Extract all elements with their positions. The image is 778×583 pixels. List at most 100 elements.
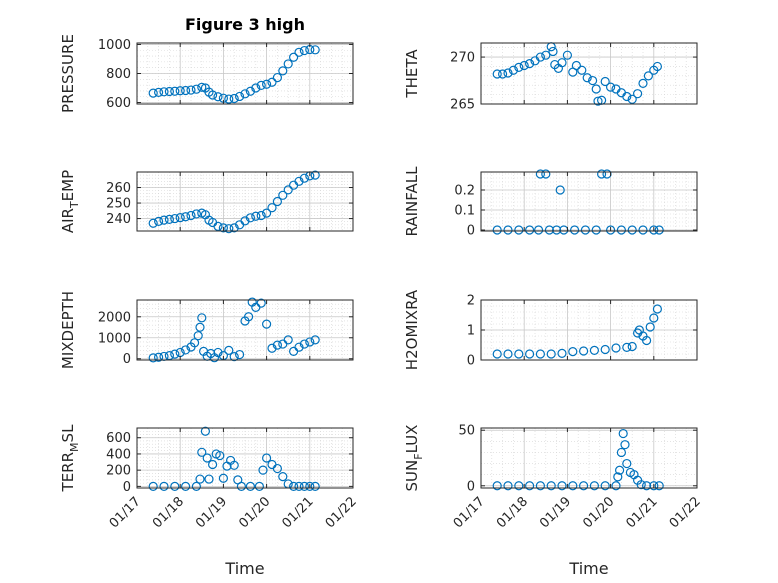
data-point	[148, 88, 158, 98]
data-point	[213, 221, 223, 231]
data-point	[555, 185, 565, 195]
data-point	[272, 463, 282, 474]
panel-theta: 265 270 THETA	[403, 42, 698, 113]
data-point	[148, 481, 158, 491]
data-point	[272, 196, 282, 207]
data-point	[641, 335, 652, 346]
data-point	[524, 225, 535, 235]
y-tick-label: 1000	[98, 331, 131, 346]
data-point	[294, 176, 304, 186]
data-point	[541, 50, 551, 60]
data-point	[272, 72, 282, 83]
data-point	[262, 319, 272, 329]
axes-box	[480, 427, 698, 489]
data-point	[278, 472, 288, 482]
data-point	[652, 61, 663, 72]
data-point	[541, 169, 551, 179]
panel-pressure: 600 800 1000 PRESSURE	[59, 34, 354, 113]
y-tick-label: 1	[467, 324, 475, 339]
data-point	[508, 65, 519, 75]
data-point	[305, 337, 315, 347]
data-point	[649, 313, 659, 323]
data-point	[638, 78, 648, 88]
data-point	[643, 71, 654, 81]
data-point	[245, 213, 255, 223]
data-point	[191, 481, 201, 491]
data-point	[514, 349, 524, 359]
data-point	[191, 209, 201, 219]
axes-box	[136, 171, 354, 232]
data-point	[582, 73, 592, 83]
data-point	[578, 481, 589, 491]
y-tick-label: 2	[467, 294, 475, 309]
data-point	[148, 218, 158, 228]
data-point	[535, 481, 546, 491]
y-axis-label: RAINFALL	[403, 166, 421, 237]
y-tick-label: 260	[106, 181, 131, 196]
data-point	[305, 481, 315, 491]
data-point	[251, 211, 261, 221]
data-point	[310, 45, 320, 55]
data-point	[611, 481, 621, 491]
x-tick-label: 01/17	[107, 494, 144, 531]
data-point	[186, 210, 196, 221]
data-point	[503, 349, 513, 359]
y-tick-label: 200	[106, 464, 131, 479]
y-axis-label: PRESSURE	[59, 34, 77, 113]
data-point	[600, 76, 610, 87]
data-point	[213, 92, 223, 102]
data-point	[611, 343, 621, 353]
data-point	[159, 87, 169, 97]
data-point	[627, 341, 637, 352]
data-point	[614, 465, 625, 475]
data-point	[186, 85, 196, 95]
data-point	[618, 428, 628, 439]
data-point	[204, 474, 214, 484]
data-point	[170, 349, 180, 359]
y-tick-label: 600	[106, 96, 131, 111]
data-point	[164, 214, 174, 224]
data-point	[514, 481, 524, 491]
data-point	[154, 87, 164, 97]
y-tick-label: 0.1	[454, 204, 475, 219]
data-point	[587, 75, 598, 86]
data-point	[224, 345, 234, 355]
y-tick-label: 400	[106, 447, 131, 462]
y-tick-label: 1000	[98, 38, 131, 53]
data-point	[294, 47, 304, 57]
axes-box	[136, 427, 354, 489]
data-point	[620, 440, 630, 450]
data-point	[170, 86, 180, 96]
data-point	[191, 84, 201, 94]
y-tick-label: 240	[106, 212, 131, 227]
x-tick-label: 01/21	[624, 494, 661, 531]
data-point	[195, 474, 205, 484]
data-point	[299, 45, 309, 56]
data-point	[181, 212, 191, 222]
data-point	[294, 481, 304, 491]
data-point	[224, 94, 234, 104]
data-point	[159, 481, 169, 491]
data-point	[591, 225, 601, 235]
data-point	[272, 340, 282, 350]
data-point	[224, 224, 234, 234]
data-point	[267, 203, 277, 213]
y-axis-label: TERRMSL	[59, 424, 81, 493]
data-point	[569, 225, 580, 235]
x-tick-label: 01/17	[451, 494, 488, 531]
y-tick-label: 600	[106, 431, 131, 446]
data-point	[645, 322, 655, 332]
data-point	[181, 85, 191, 96]
data-point	[568, 481, 578, 491]
data-point	[503, 225, 513, 235]
x-axis-label-left: Time	[224, 559, 264, 578]
data-point	[208, 459, 218, 470]
data-point	[562, 50, 573, 60]
data-point	[256, 210, 266, 221]
data-point	[533, 225, 544, 235]
data-point	[170, 213, 180, 224]
data-point	[605, 82, 616, 92]
data-point	[557, 348, 567, 358]
